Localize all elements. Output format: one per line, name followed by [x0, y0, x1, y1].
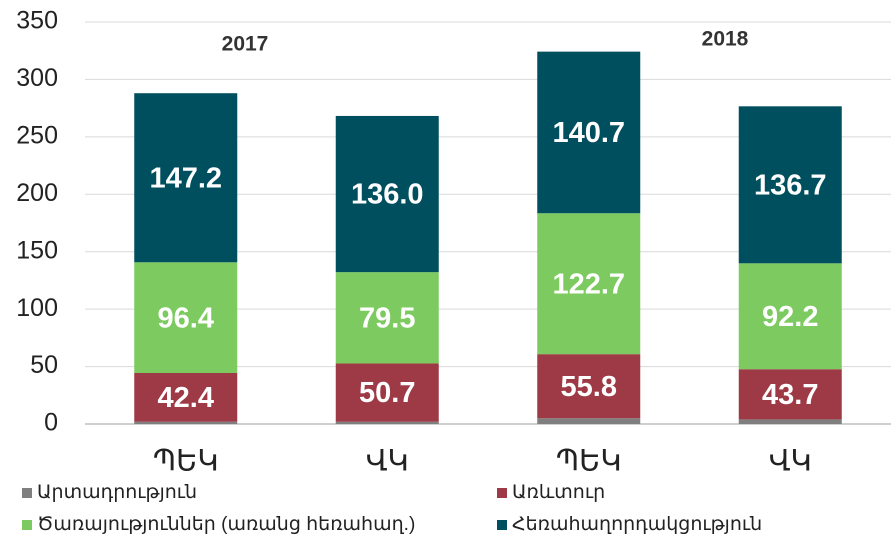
bar-segment — [134, 93, 238, 263]
bar-segment — [738, 106, 842, 264]
x-tick-label: ՊԵԿ — [153, 446, 219, 478]
y-tick-label: 250 — [16, 121, 58, 149]
data-label: 96.4 — [158, 302, 214, 334]
bar-segment — [335, 272, 439, 364]
bar-segment — [738, 419, 842, 424]
data-label: 92.2 — [762, 301, 818, 333]
y-tick-label: 50 — [30, 351, 58, 379]
bar-segment — [134, 421, 238, 424]
bar-segment — [335, 363, 439, 422]
x-tick-label: ՊԵԿ — [556, 446, 622, 478]
y-tick-label: 200 — [16, 179, 58, 207]
legend-label: Հեռահաղորդակցություն — [512, 514, 762, 535]
legend-swatch — [22, 488, 32, 498]
legend-swatch — [22, 520, 32, 530]
bar-segment — [335, 421, 439, 424]
bar-segment — [738, 369, 842, 420]
legend-label: Առևտուր — [512, 482, 605, 503]
data-label: 122.7 — [552, 268, 625, 300]
data-label: 43.7 — [762, 379, 818, 411]
legend-label: Արտադրություն — [37, 482, 197, 503]
y-tick-label: 150 — [16, 236, 58, 264]
x-tick-label: ՎԿ — [769, 446, 812, 478]
bar-segment — [134, 373, 238, 422]
data-label: 55.8 — [561, 371, 617, 403]
y-tick-label: 300 — [16, 64, 58, 92]
data-label: 140.7 — [552, 117, 625, 149]
x-tick-label: ՎԿ — [366, 446, 409, 478]
legend-swatch — [497, 488, 507, 498]
bar-segment — [537, 213, 641, 355]
bar-segment — [537, 354, 641, 419]
y-tick-label: 0 — [44, 409, 58, 437]
data-label: 136.0 — [351, 179, 424, 211]
data-label: 50.7 — [359, 377, 415, 409]
bar-segment — [537, 51, 641, 214]
legend-label: Ծառայություններ (առանց հեռահաղ.) — [37, 514, 415, 535]
data-label: 79.5 — [359, 302, 415, 334]
bar-segment — [738, 263, 842, 370]
bar-segment — [537, 418, 641, 424]
data-label: 42.4 — [158, 382, 214, 414]
bar-segment — [134, 262, 238, 374]
annotation: 2018 — [702, 28, 749, 51]
data-label: 147.2 — [149, 162, 222, 194]
y-tick-label: 100 — [16, 294, 58, 322]
bar-segment — [335, 115, 439, 273]
y-tick-label: 350 — [16, 7, 58, 35]
legend-swatch — [497, 520, 507, 530]
data-label: 136.7 — [754, 169, 827, 201]
annotation: 2017 — [222, 33, 269, 56]
